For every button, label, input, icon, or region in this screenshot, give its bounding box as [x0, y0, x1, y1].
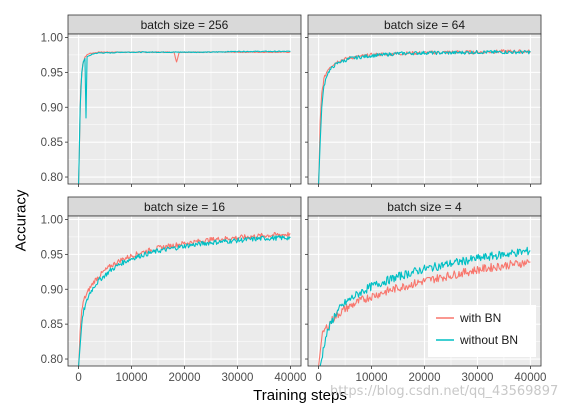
y-tick-label: 0.85	[41, 319, 63, 331]
x-tick-label: 20000	[409, 372, 441, 384]
y-tick-label: 0.85	[41, 137, 63, 149]
panel-1: batch size = 256 0.80 0.85 0.90 0.95 1.00	[41, 14, 302, 187]
y-tick-label: 1.00	[41, 214, 63, 226]
panel-3: batch size = 16 0.80 0.85 0.90 0.95 1.00 0 1000…	[41, 196, 306, 384]
series-line-without-bn	[78, 235, 291, 366]
legend-label: without BN	[459, 333, 518, 347]
series-line-without-bn	[318, 246, 531, 366]
y-tick-label: 0.95	[41, 67, 63, 79]
series-line-without-bn	[78, 50, 291, 184]
series-line-with-bn	[78, 231, 291, 366]
y-tick-label: 0.95	[41, 249, 63, 261]
y-tick-label: 0.80	[41, 172, 63, 184]
x-tick-label: 0	[75, 372, 81, 384]
y-axis-label: Accuracy	[6, 150, 36, 290]
x-tick-label: 30000	[221, 372, 253, 384]
panel-strip-title: batch size = 16	[144, 200, 225, 214]
x-tick-label: 40000	[274, 372, 306, 384]
legend-label: with BN	[459, 311, 501, 325]
legend-box	[428, 305, 536, 357]
y-axis-label-text: Accuracy	[12, 189, 30, 251]
legend: with BN without BN	[428, 305, 536, 357]
panel-strip-title: batch size = 4	[387, 200, 462, 214]
x-tick-label: 30000	[461, 372, 493, 384]
watermark-text: https://blog.csdn.net/qq_43569897	[330, 384, 559, 399]
y-tick-label: 0.90	[41, 284, 63, 296]
x-tick-label: 40000	[514, 372, 546, 384]
y-tick-label: 0.80	[41, 354, 63, 366]
x-tick-label: 10000	[356, 372, 388, 384]
x-axis-label: Training steps	[253, 387, 347, 404]
x-tick-label: 20000	[169, 372, 201, 384]
series-line-with-bn	[318, 259, 531, 366]
y-tick-label: 0.90	[41, 102, 63, 114]
x-tick-label: 0	[315, 372, 321, 384]
panel-2: batch size = 64	[305, 14, 542, 187]
y-tick-label: 1.00	[41, 32, 63, 44]
panel-strip-title: batch size = 64	[384, 18, 465, 32]
x-tick-label: 10000	[116, 372, 148, 384]
panel-strip-title: batch size = 256	[141, 18, 229, 32]
series-line-without-bn	[318, 49, 531, 184]
